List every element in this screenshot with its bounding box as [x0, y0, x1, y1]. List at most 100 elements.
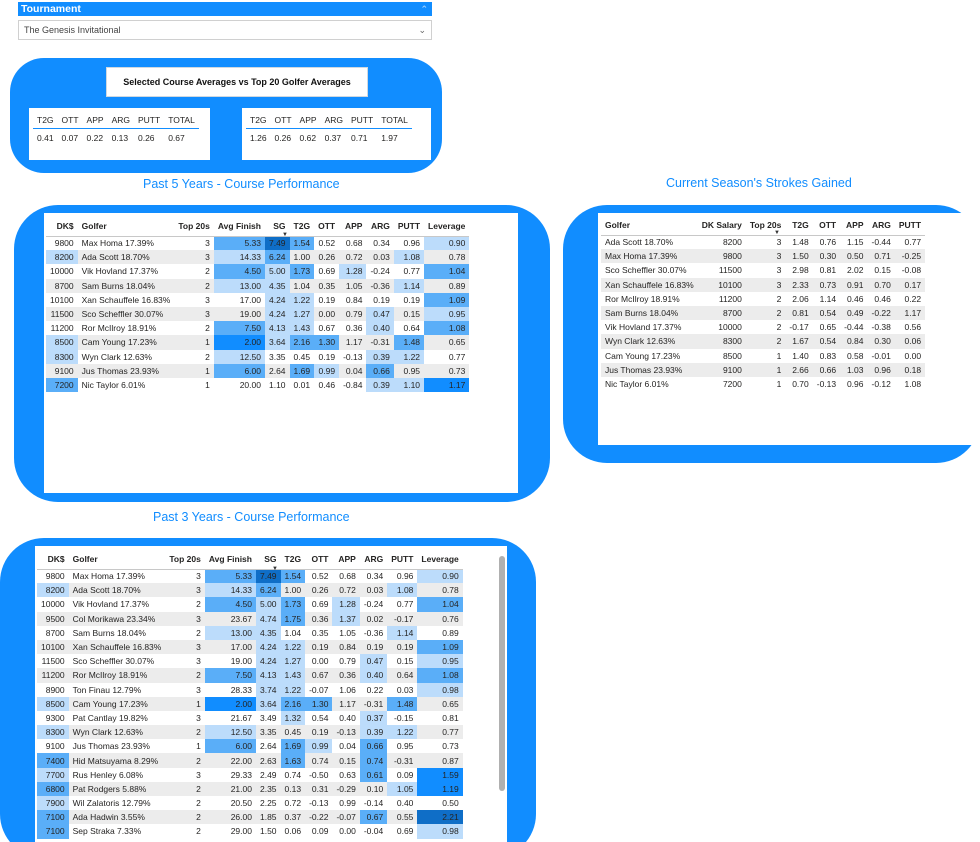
- sort-arrow-icon[interactable]: ▼: [282, 232, 288, 238]
- past3-cell: 1.08: [387, 583, 418, 598]
- season-cell: 0.96: [846, 378, 864, 389]
- past5-cell: 0.36: [345, 323, 363, 334]
- averages-cell: 0.26: [274, 133, 292, 143]
- past5-cell: 5.00: [264, 264, 290, 279]
- past5-cell: 8300: [46, 349, 78, 364]
- season-cell: -0.38: [871, 322, 891, 333]
- past3-cell: 11500: [41, 656, 65, 667]
- tournament-slicer[interactable]: Tournament ⌃ The Genesis Invitational ⌄: [18, 2, 432, 40]
- season-cell: 0.76: [819, 237, 837, 248]
- season-cell: 0.70: [867, 277, 895, 292]
- past5-cell: 1.05: [339, 278, 367, 293]
- past3-cell: 0.03: [359, 583, 388, 598]
- past3-cell: 0.99: [339, 798, 356, 809]
- past3-cell: 1.59: [417, 767, 463, 782]
- sort-arrow-icon[interactable]: ▼: [272, 566, 278, 572]
- season-column-header: Golfer: [601, 215, 698, 236]
- past3-cell: 0.09: [396, 769, 414, 780]
- season-cell: Sco Scheffler 30.07%: [605, 265, 687, 276]
- averages-cell: 0.62: [299, 133, 317, 143]
- past5-cell: 10100: [50, 294, 74, 305]
- past3-cell: 2: [165, 753, 205, 768]
- past5-column-header: Leverage: [424, 216, 470, 237]
- past3-cell: 0.47: [359, 654, 388, 669]
- averages-cell: 0.13: [111, 133, 129, 143]
- past3-cell: 5.33: [204, 569, 256, 584]
- past5-cell: -0.31: [366, 335, 394, 350]
- tournament-dropdown[interactable]: The Genesis Invitational ⌄: [18, 20, 432, 40]
- past3-cell: 1.22: [387, 725, 418, 740]
- season-cell: 0.83: [819, 350, 837, 361]
- season-cell: 0.70: [792, 378, 809, 389]
- past5-cell: Jus Thomas 23.93%: [77, 363, 175, 378]
- table-row: 9300 Pat Cantlay 19.82% 3 21.67 3.49 1.32 0.54…: [37, 710, 463, 726]
- season-cell: 2.02: [846, 265, 864, 276]
- past3-cell: 10100: [37, 639, 69, 655]
- season-cell: 8700: [697, 305, 746, 321]
- past5-cell: 11200: [50, 323, 74, 334]
- season-cell: 10000: [718, 322, 742, 333]
- season-cell: 11200: [718, 293, 742, 304]
- table-row: 8500 Cam Young 17.23% 1 2.00 3.64 2.16 1.30 1.1…: [46, 335, 470, 350]
- past3-cell: 0.54: [311, 712, 329, 723]
- past3-cell: 0.15: [396, 656, 414, 667]
- past3-cell: 0.78: [417, 583, 463, 598]
- past3-cell: 0.95: [396, 741, 414, 752]
- past3-cell: 1.37: [332, 611, 360, 626]
- averages-column-header: OTT: [57, 112, 83, 129]
- past5-cell: 1.48: [393, 335, 425, 350]
- season-cell: -0.08: [901, 265, 922, 276]
- past3-cell: 9800: [45, 571, 65, 582]
- chevron-down-icon[interactable]: ⌄: [418, 25, 426, 35]
- past5-column-header: ARG: [366, 216, 394, 237]
- past3-cell: 1.43: [280, 668, 306, 683]
- past3-cell: 7900: [37, 796, 69, 811]
- past3-cell: 6.24: [255, 583, 281, 598]
- past5-column-header: DK$: [46, 216, 78, 237]
- past5-cell: 2.00: [213, 335, 265, 350]
- past5-cell: Sco Scheffler 30.07%: [77, 306, 175, 322]
- past3-scrollbar[interactable]: [499, 556, 505, 791]
- chevron-up-icon[interactable]: ⌃: [420, 4, 428, 14]
- season-cell: 0.46: [846, 293, 864, 304]
- season-column-header: Top 20s: [745, 215, 786, 236]
- season-cell: 0.30: [812, 249, 841, 264]
- past3-cell: 11200: [37, 668, 69, 683]
- past5-cell: 1.04: [289, 278, 315, 293]
- past3-cell: 1: [196, 741, 201, 752]
- past3-cell: 2: [165, 725, 205, 740]
- past5-cell: 7.50: [213, 321, 265, 336]
- season-cell: 0.54: [812, 305, 841, 321]
- past5-cell: 1.54: [289, 236, 315, 251]
- averages-column-header: PUTT: [133, 112, 165, 129]
- past3-cell: 0.72: [332, 583, 360, 598]
- past3-cell: 0.00: [311, 656, 329, 667]
- past5-cell: 0.79: [339, 306, 367, 322]
- season-cell: 3: [776, 265, 782, 276]
- past3-cell: 9300: [45, 712, 65, 723]
- past3-cell: 1.04: [284, 627, 302, 638]
- past3-cell: 0.84: [332, 639, 360, 655]
- past5-cell: 0.90: [424, 236, 470, 251]
- past3-cell: 1.04: [417, 597, 463, 612]
- season-cell: -0.44: [871, 237, 891, 248]
- table-row: 7100 Sep Straka 7.33% 2 29.00 1.50 0.06 0.09 0.…: [37, 824, 463, 839]
- averages-column-header: APP: [82, 112, 108, 129]
- past5-cell: 2: [205, 266, 210, 277]
- past3-cell: -0.31: [387, 753, 418, 768]
- past3-column-header: SG: [255, 549, 281, 570]
- season-cell: 1.50: [785, 249, 813, 264]
- sort-arrow-icon[interactable]: ▼: [774, 230, 780, 236]
- past3-cell: -0.15: [394, 712, 414, 723]
- past3-cell: 0.22: [366, 684, 384, 695]
- season-cell: 8200: [722, 237, 742, 248]
- past3-cell: Sep Straka 7.33%: [72, 826, 142, 837]
- past3-cell: 1.50: [259, 826, 277, 837]
- past3-cell: 0.55: [387, 810, 418, 825]
- past3-cell: 0.45: [280, 725, 306, 740]
- past3-cell: Pat Rodgers 5.88%: [68, 781, 166, 796]
- past3-cell: 1.32: [280, 710, 306, 726]
- past5-cell: 6.00: [213, 363, 265, 378]
- season-cell: 0.91: [840, 277, 868, 292]
- past5-cell: -0.36: [366, 278, 394, 293]
